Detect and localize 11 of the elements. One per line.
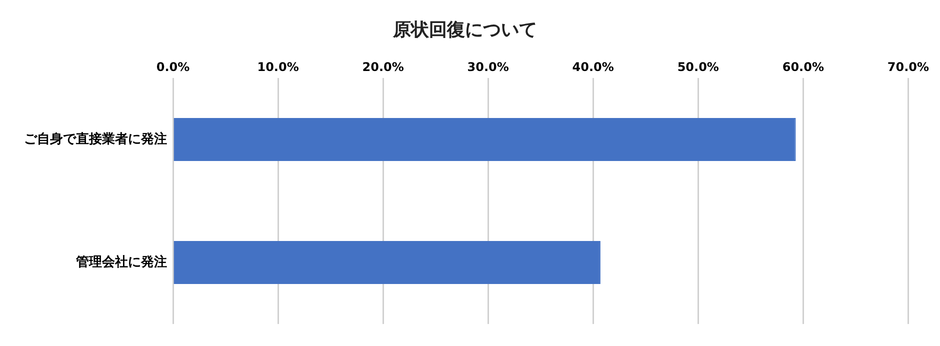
x-tick-label: 0.0% <box>156 60 190 74</box>
x-tick-label: 10.0% <box>257 60 299 74</box>
chart-title: 原状回復について <box>392 19 537 40</box>
x-tick-label: 30.0% <box>467 60 509 74</box>
x-tick-label: 20.0% <box>362 60 404 74</box>
x-tick-label: 60.0% <box>782 60 824 74</box>
y-tick-label: 管理会社に発注 <box>75 254 167 270</box>
x-tick-label: 70.0% <box>887 60 930 74</box>
x-tick-label: 40.0% <box>572 60 614 74</box>
y-tick-label: ご自身で直接業者に発注 <box>24 130 167 147</box>
x-tick-label: 50.0% <box>677 60 719 74</box>
